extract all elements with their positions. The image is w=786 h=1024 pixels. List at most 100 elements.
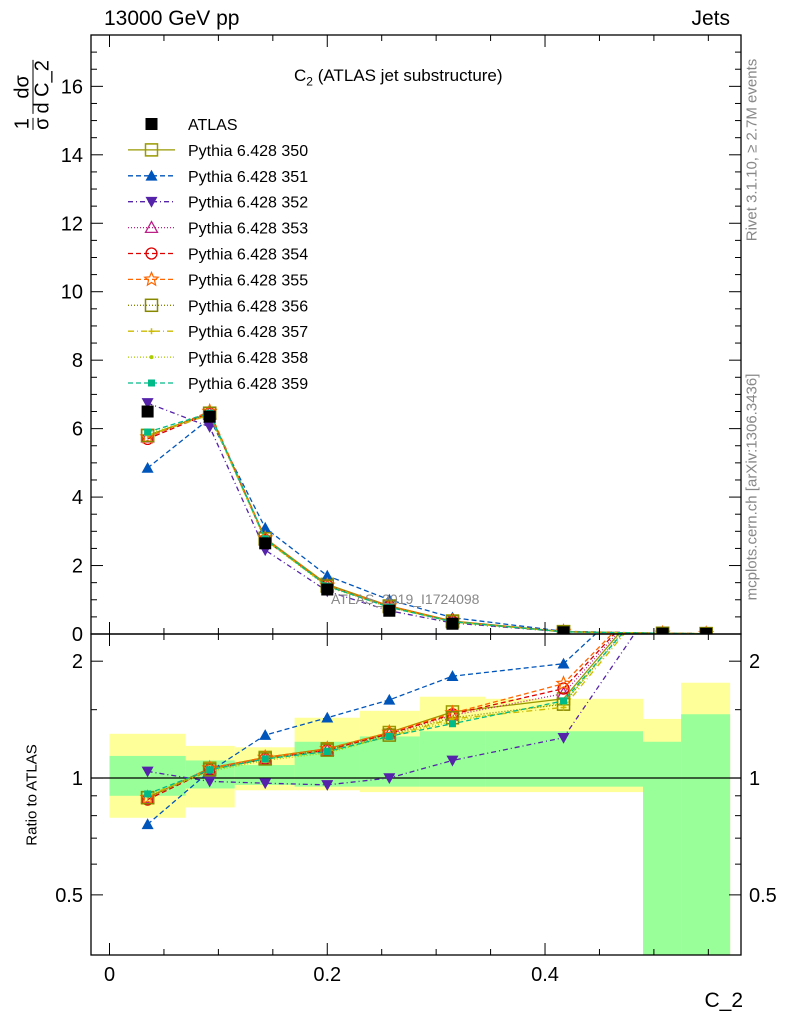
legend-marker-series-5 (145, 247, 158, 260)
series-2-ratio-point (657, 566, 669, 577)
series-6-ratio-point (139, 789, 156, 805)
series-2-main-point (321, 569, 334, 581)
atlas-data-point (557, 626, 570, 634)
ratio-ytick-label-left: 1 (72, 768, 83, 790)
ratio-y-axis-label: Ratio to ATLAS (23, 744, 41, 846)
legend-marker-series-1 (144, 143, 159, 157)
series-2-ratio-point (557, 657, 570, 669)
legend-label-series-10: Pythia 6.428 359 (188, 376, 308, 393)
main-ytick-label: 14 (61, 145, 83, 167)
series-3-ratio-point (657, 588, 669, 599)
series-2-ratio-point (321, 711, 334, 723)
series-3-ratio-point (259, 778, 272, 790)
atlas-data-point (141, 405, 154, 418)
legend-label-series-5: Pythia 6.428 354 (188, 247, 308, 264)
ratio-ytick-label-right: 0.5 (749, 885, 777, 907)
series-10-ratio-point (385, 732, 393, 740)
legend-marker-atlas (145, 118, 158, 130)
ratio-ytick-label-right: 2 (749, 651, 760, 673)
series-8-ratio-point (660, 584, 666, 590)
main-ytick-label: 16 (61, 76, 83, 98)
y-label-deriv-num: dσ (11, 75, 34, 99)
series-3-ratio-point (141, 766, 154, 778)
series-7-ratio-point (700, 587, 712, 599)
series-6-main-point (139, 428, 156, 445)
band-inner-bin (643, 741, 682, 955)
legend-marker-series-8 (148, 328, 155, 335)
series-10-ratio-point (261, 755, 269, 763)
series-10-ratio-point (144, 790, 152, 798)
series-3-ratio-point (321, 780, 334, 791)
main-ytick-label: 10 (61, 282, 83, 304)
y-label-deriv-den: d C_2 (31, 60, 54, 114)
series-3-main-point (141, 398, 154, 409)
series-4-ratio-line (147, 634, 618, 799)
series-3-main-line (147, 402, 707, 634)
series-2-ratio-point (700, 581, 712, 592)
y-label-frac-den: σ (31, 117, 54, 130)
mcplots-label: mcplots.cern.ch [arXiv:1306.3436] (743, 373, 761, 601)
legend-marker-series-10 (148, 379, 155, 387)
main-ytick-label: 6 (72, 419, 83, 441)
series-6-ratio-point (656, 575, 669, 588)
ratio-frame (90, 633, 742, 956)
xtick-label: 0.2 (313, 964, 341, 986)
analysis-watermark: ATLAS_2019_I1724098 (331, 591, 480, 607)
legend-label-series-8: Pythia 6.428 357 (188, 324, 308, 341)
ratio-ytick-label-left: 0.5 (55, 885, 83, 907)
series-3-ratio-point (557, 732, 570, 744)
main-ytick-label: 0 (72, 624, 83, 646)
band-inner-bin (681, 714, 731, 955)
atlas-data-point (321, 583, 334, 596)
main-ytick-label: 8 (72, 350, 83, 372)
legend-label-series-9: Pythia 6.428 358 (188, 350, 308, 367)
series-2-ratio-point (259, 729, 272, 740)
series-2-ratio-point (446, 670, 459, 681)
y-label-frac-num: 1 (11, 118, 34, 130)
xtick-label: 0 (104, 964, 115, 986)
series-2-ratio-point (141, 818, 154, 830)
series-2-ratio-point (383, 693, 396, 705)
ratio-ytick-label-right: 1 (749, 768, 760, 790)
main-ytick-label: 4 (72, 487, 83, 509)
series-10-ratio-point (659, 584, 666, 591)
legend-label-series-4: Pythia 6.428 353 (188, 221, 308, 238)
legend-marker-series-2 (145, 169, 158, 181)
series-10-ratio-point (206, 766, 214, 774)
main-y-axis-label: 1 σ dσ d C_2 (11, 60, 54, 130)
series-4-ratio-point (657, 576, 669, 587)
legend-marker-series-6 (143, 270, 160, 287)
y-label-frac: 1 σ (11, 117, 54, 130)
series-7-ratio-point (258, 752, 272, 766)
series-10-main-point (144, 428, 152, 436)
main-ytick-label: 12 (61, 213, 83, 235)
series-9-ratio-point (704, 597, 708, 601)
series-3-ratio-point (383, 773, 396, 785)
energy-label: 13000 GeV pp (104, 7, 240, 30)
series-6-ratio-line (147, 634, 613, 799)
series-7-ratio-point (657, 576, 669, 588)
ratio-series-group (139, 566, 713, 830)
series-3-ratio-point (203, 776, 216, 788)
series-10-ratio-point (323, 748, 331, 756)
legend-label-series-3: Pythia 6.428 352 (188, 195, 308, 212)
atlas-data-point (383, 604, 396, 617)
series-6-ratio-point (700, 586, 713, 599)
legend-marker-series-9 (149, 355, 154, 360)
atlas-data-point (446, 617, 459, 630)
series-6-ratio-point (555, 675, 572, 691)
ratio-uncertainty-bands (91, 682, 741, 955)
series-8-ratio-point (560, 704, 567, 711)
legend-label-atlas: ATLAS (188, 117, 238, 134)
series-1-ratio-point (700, 587, 712, 599)
legend: ATLAS Pythia 6.428 350 Pythia 6.428 351 Pyt… (128, 117, 308, 393)
series-10-ratio-point (703, 595, 710, 602)
y-label-deriv: dσ d C_2 (11, 60, 54, 114)
plot-title-suffix: (ATLAS jet substructure) (312, 66, 503, 85)
series-2-main-point (141, 461, 154, 473)
legend-marker-series-7 (144, 298, 159, 313)
series-5-ratio-point (657, 576, 668, 587)
series-3-ratio-point (700, 600, 712, 611)
